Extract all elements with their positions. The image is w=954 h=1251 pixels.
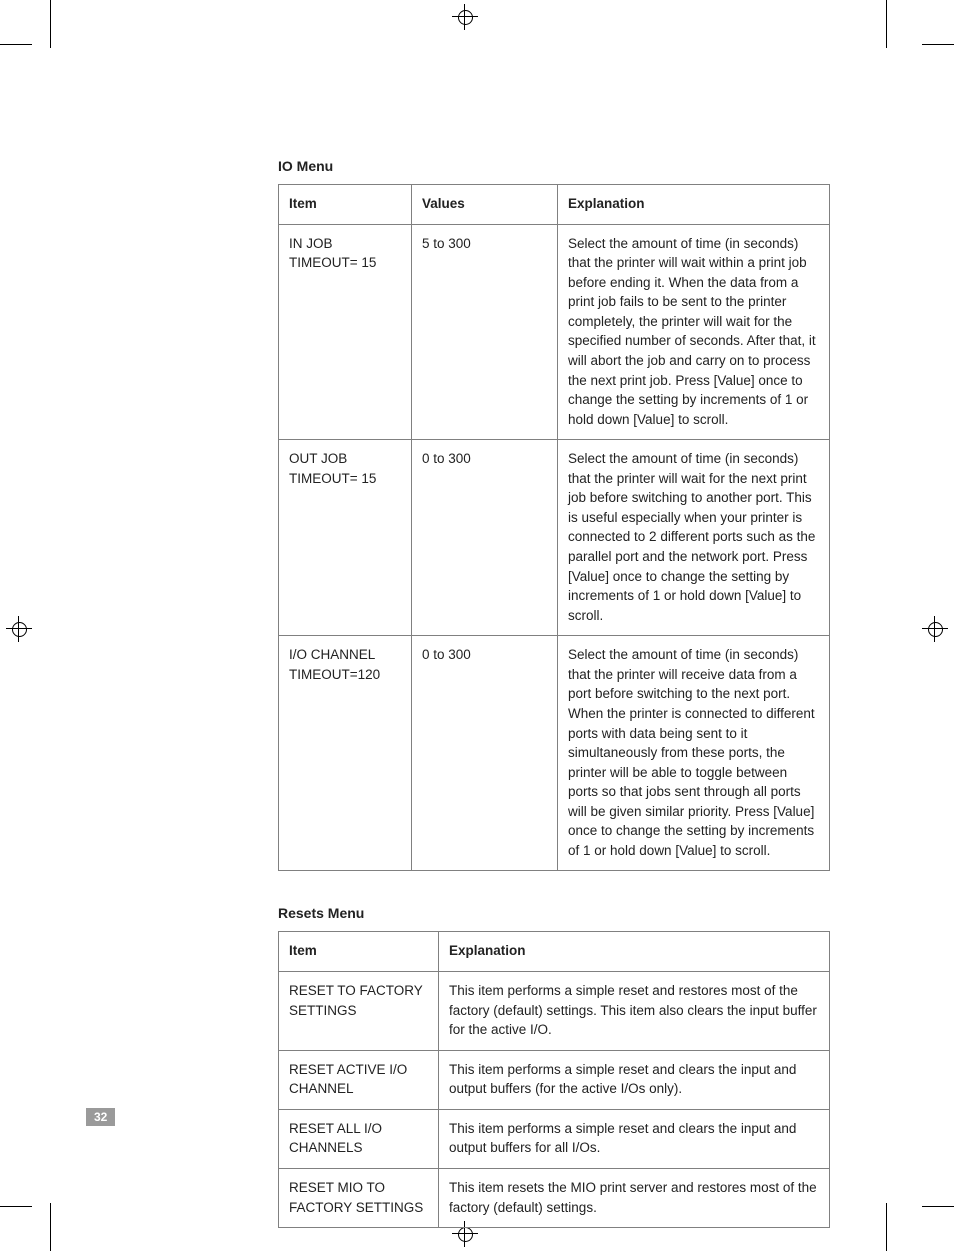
col-header-item: Item bbox=[279, 932, 439, 972]
crop-mark bbox=[0, 44, 32, 45]
cell-item: IN JOB TIMEOUT= 15 bbox=[279, 224, 412, 440]
table-row: OUT JOB TIMEOUT= 15 0 to 300 Select the … bbox=[279, 440, 830, 636]
cell-explanation: This item performs a simple reset and cl… bbox=[439, 1050, 830, 1109]
col-header-item: Item bbox=[279, 185, 412, 225]
table-header-row: Item Explanation bbox=[279, 932, 830, 972]
cell-explanation: Select the amount of time (in seconds) t… bbox=[558, 636, 830, 871]
table-row: IN JOB TIMEOUT= 15 5 to 300 Select the a… bbox=[279, 224, 830, 440]
page-number: 32 bbox=[86, 1108, 115, 1126]
cell-values: 5 to 300 bbox=[412, 224, 558, 440]
cell-item: RESET ALL I/O CHANNELS bbox=[279, 1109, 439, 1168]
crop-mark bbox=[886, 1203, 887, 1251]
table-row: RESET TO FACTORY SETTINGS This item perf… bbox=[279, 972, 830, 1051]
crop-mark bbox=[0, 1206, 32, 1207]
page-content: IO Menu Item Values Explanation IN JOB T… bbox=[278, 158, 830, 1228]
cell-item: RESET TO FACTORY SETTINGS bbox=[279, 972, 439, 1051]
crop-mark bbox=[922, 44, 954, 45]
cell-explanation: Select the amount of time (in seconds) t… bbox=[558, 440, 830, 636]
cell-item: I/O CHANNEL TIMEOUT=120 bbox=[279, 636, 412, 871]
col-header-explanation: Explanation bbox=[558, 185, 830, 225]
cell-explanation: This item resets the MIO print server an… bbox=[439, 1168, 830, 1227]
resets-menu-table: Item Explanation RESET TO FACTORY SETTIN… bbox=[278, 931, 830, 1228]
table-header-row: Item Values Explanation bbox=[279, 185, 830, 225]
cell-explanation: This item performs a simple reset and cl… bbox=[439, 1109, 830, 1168]
col-header-values: Values bbox=[412, 185, 558, 225]
cell-values: 0 to 300 bbox=[412, 636, 558, 871]
table-row: RESET ALL I/O CHANNELS This item perform… bbox=[279, 1109, 830, 1168]
io-menu-title: IO Menu bbox=[278, 158, 830, 174]
io-menu-table: Item Values Explanation IN JOB TIMEOUT= … bbox=[278, 184, 830, 871]
table-row: RESET ACTIVE I/O CHANNEL This item perfo… bbox=[279, 1050, 830, 1109]
cell-item: OUT JOB TIMEOUT= 15 bbox=[279, 440, 412, 636]
cell-explanation: Select the amount of time (in seconds) t… bbox=[558, 224, 830, 440]
crop-mark bbox=[50, 0, 51, 48]
crop-mark bbox=[886, 0, 887, 48]
register-mark-icon bbox=[6, 616, 32, 642]
table-row: I/O CHANNEL TIMEOUT=120 0 to 300 Select … bbox=[279, 636, 830, 871]
cell-item: RESET ACTIVE I/O CHANNEL bbox=[279, 1050, 439, 1109]
table-row: RESET MIO TO FACTORY SETTINGS This item … bbox=[279, 1168, 830, 1227]
cell-item: RESET MIO TO FACTORY SETTINGS bbox=[279, 1168, 439, 1227]
cell-explanation: This item performs a simple reset and re… bbox=[439, 972, 830, 1051]
register-mark-icon bbox=[452, 4, 478, 30]
resets-menu-title: Resets Menu bbox=[278, 905, 830, 921]
manual-page: IO Menu Item Values Explanation IN JOB T… bbox=[0, 0, 954, 1251]
col-header-explanation: Explanation bbox=[439, 932, 830, 972]
crop-mark bbox=[50, 1203, 51, 1251]
cell-values: 0 to 300 bbox=[412, 440, 558, 636]
register-mark-icon bbox=[922, 616, 948, 642]
crop-mark bbox=[922, 1206, 954, 1207]
